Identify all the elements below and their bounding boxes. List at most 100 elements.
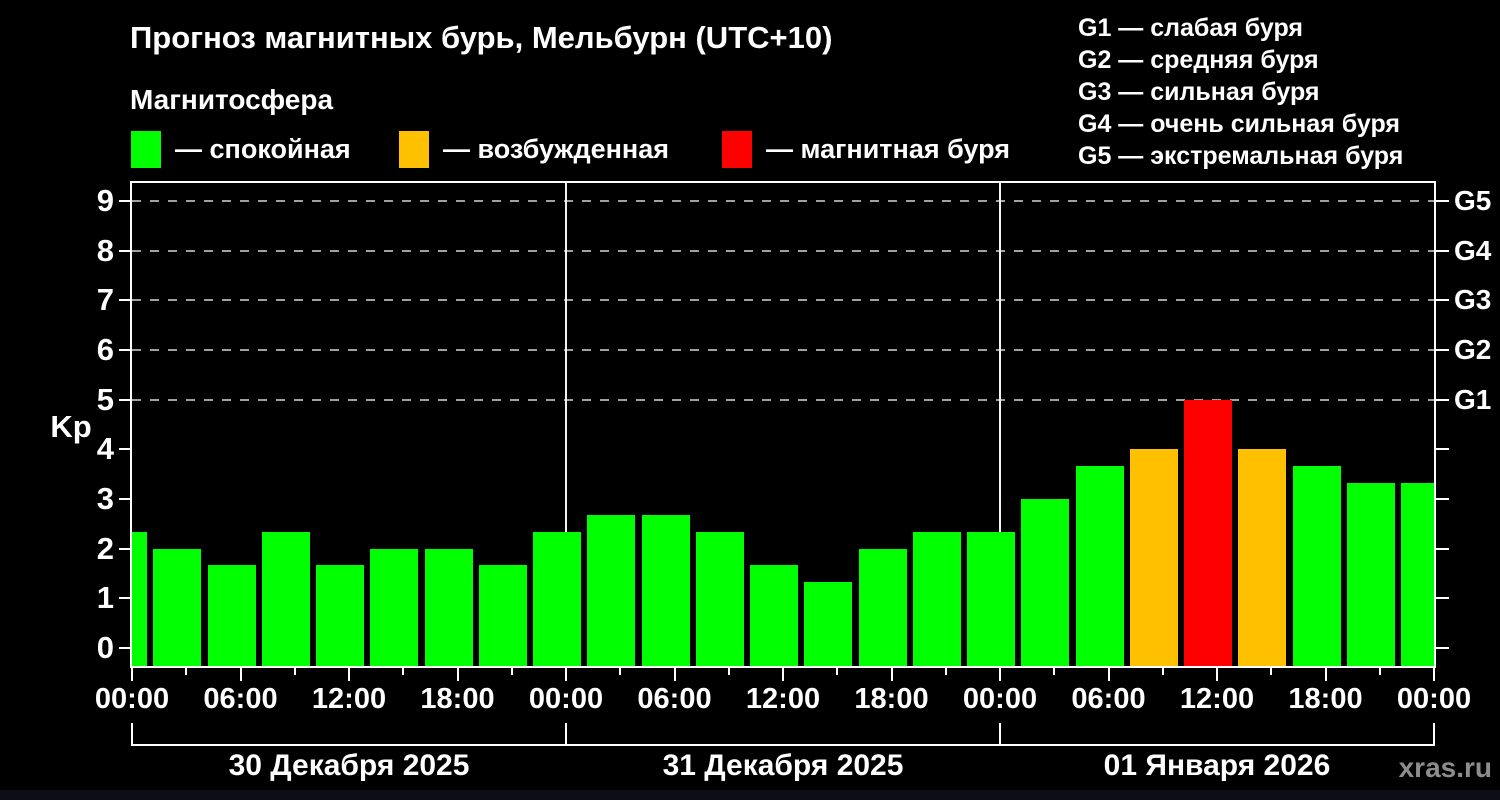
kp-bar: [1401, 482, 1434, 666]
x-axis-major-tick: [131, 668, 133, 681]
x-axis-major-tick: [565, 668, 567, 681]
x-axis-major-tick: [1324, 668, 1327, 681]
y-axis-tick-right: [1436, 200, 1449, 202]
kp-bar: [587, 515, 636, 666]
date-bracket-tick: [1433, 723, 1435, 745]
bottom-strip: [0, 790, 1500, 800]
kp-bar: [1021, 499, 1070, 666]
time-tick-label: 00:00: [528, 683, 604, 715]
g-scale-line-g5: G5 — экстремальная буря: [1078, 142, 1404, 170]
y-tick-label: 1: [96, 580, 114, 616]
y-axis-tick-right: [1436, 647, 1449, 649]
time-tick-label: 12:00: [1179, 683, 1255, 715]
time-tick-label: 18:00: [1288, 683, 1363, 715]
y-axis-tick-right: [1436, 498, 1449, 500]
kp-bar: [695, 532, 744, 666]
y-tick-label: 3: [96, 481, 114, 516]
watermark-xras: xras.ru: [1398, 752, 1492, 783]
kp-bar: [858, 548, 907, 666]
magnetosphere-subtitle: Магнитосфера: [130, 84, 334, 115]
g-level-label-g1: G1: [1454, 383, 1492, 415]
kp-bar: [1346, 482, 1395, 666]
time-tick-label: 06:00: [637, 683, 712, 715]
gridline-kp-9: [132, 200, 1434, 202]
kp-bar: [424, 548, 473, 666]
kp-bar: [641, 515, 690, 666]
x-axis-major-tick: [673, 668, 676, 681]
time-tick-label: 06:00: [203, 683, 278, 715]
y-axis-tick-right: [1436, 349, 1449, 351]
y-axis-tick-right: [1436, 547, 1449, 550]
y-axis-tick-right: [1436, 448, 1449, 451]
day-divider: [565, 183, 567, 666]
kp-bar: [804, 581, 853, 666]
gridline-kp-6: [132, 349, 1434, 351]
y-axis-tick-right: [1436, 597, 1449, 600]
time-tick-label: 00:00: [94, 683, 170, 715]
g-scale-line-g3: G3 — сильная буря: [1078, 78, 1320, 106]
gridline-kp-8: [132, 249, 1434, 252]
kp-bar: [1184, 399, 1232, 666]
kp-bar: [967, 532, 1015, 666]
y-tick-label: 8: [96, 232, 114, 268]
kp-bar: [207, 565, 256, 666]
kp-bar-chart: [130, 181, 1436, 668]
x-axis-minor-tick: [836, 668, 839, 675]
x-axis-major-tick: [782, 668, 784, 681]
x-axis-major-tick: [999, 668, 1001, 681]
g-level-label-g2: G2: [1454, 334, 1492, 365]
g-level-label-g5: G5: [1454, 185, 1492, 216]
day-divider: [999, 183, 1001, 666]
kp-bar: [370, 548, 419, 666]
y-axis-tick-right: [1436, 398, 1449, 401]
date-bracket-line: [131, 744, 1435, 746]
kp-bar: [478, 565, 527, 666]
gridline-kp-5: [132, 398, 1434, 401]
x-axis-minor-tick: [1053, 668, 1056, 675]
kp-bar: [750, 565, 798, 666]
excited-color-swatch: [399, 131, 429, 168]
kp-bar: [1129, 449, 1178, 666]
g-scale-line-g4: G4 — очень сильная буря: [1078, 110, 1400, 138]
kp-bar: [261, 532, 310, 666]
g-scale-line-g2: G2 — средняя буря: [1078, 46, 1319, 74]
x-axis-minor-tick: [185, 668, 188, 675]
x-axis-minor-tick: [402, 668, 405, 675]
y-tick-label: 7: [96, 282, 114, 318]
kp-bar: [153, 548, 202, 666]
x-axis-minor-tick: [1378, 668, 1381, 675]
y-tick-label: 6: [96, 332, 114, 367]
time-tick-label: 12:00: [311, 683, 387, 715]
legend-label-storm: — магнитная буря: [766, 134, 1010, 164]
x-axis-minor-tick: [510, 668, 513, 675]
legend-label-quiet: — спокойная: [175, 134, 351, 164]
x-axis-major-tick: [1433, 668, 1435, 681]
x-axis-minor-tick: [727, 668, 730, 675]
g-scale-line-g1: G1 — слабая буря: [1078, 14, 1304, 42]
y-tick-label: 2: [96, 530, 114, 566]
g-level-label-g3: G3: [1454, 284, 1492, 316]
storm-color-swatch: [722, 131, 752, 168]
kp-bar: [1075, 465, 1124, 666]
time-tick-label: 06:00: [1071, 683, 1146, 715]
x-axis-minor-tick: [1161, 668, 1164, 675]
x-axis-major-tick: [456, 668, 459, 681]
kp-bar: [533, 532, 581, 666]
x-axis-major-tick: [239, 668, 242, 681]
x-axis-minor-tick: [293, 668, 296, 675]
kp-bar: [1292, 465, 1341, 666]
date-label: 31 Декабря 2025: [662, 749, 904, 782]
date-bracket-tick: [999, 723, 1001, 745]
x-axis-major-tick: [1107, 668, 1110, 681]
y-axis-title: Kp: [50, 409, 92, 444]
gridline-kp-7: [132, 299, 1434, 302]
page-title: Прогноз магнитных бурь, Мельбурн (UTC+10…: [130, 20, 833, 55]
x-axis-major-tick: [348, 668, 350, 681]
x-axis-minor-tick: [944, 668, 947, 675]
kp-bar: [912, 532, 961, 666]
quiet-color-swatch: [131, 131, 161, 168]
time-tick-label: 00:00: [1396, 683, 1472, 715]
time-tick-label: 12:00: [745, 683, 821, 715]
y-axis-tick-right: [1436, 249, 1449, 252]
g-scale-legend: G1 — слабая буря G2 — средняя буря G3 — …: [1078, 12, 1403, 172]
